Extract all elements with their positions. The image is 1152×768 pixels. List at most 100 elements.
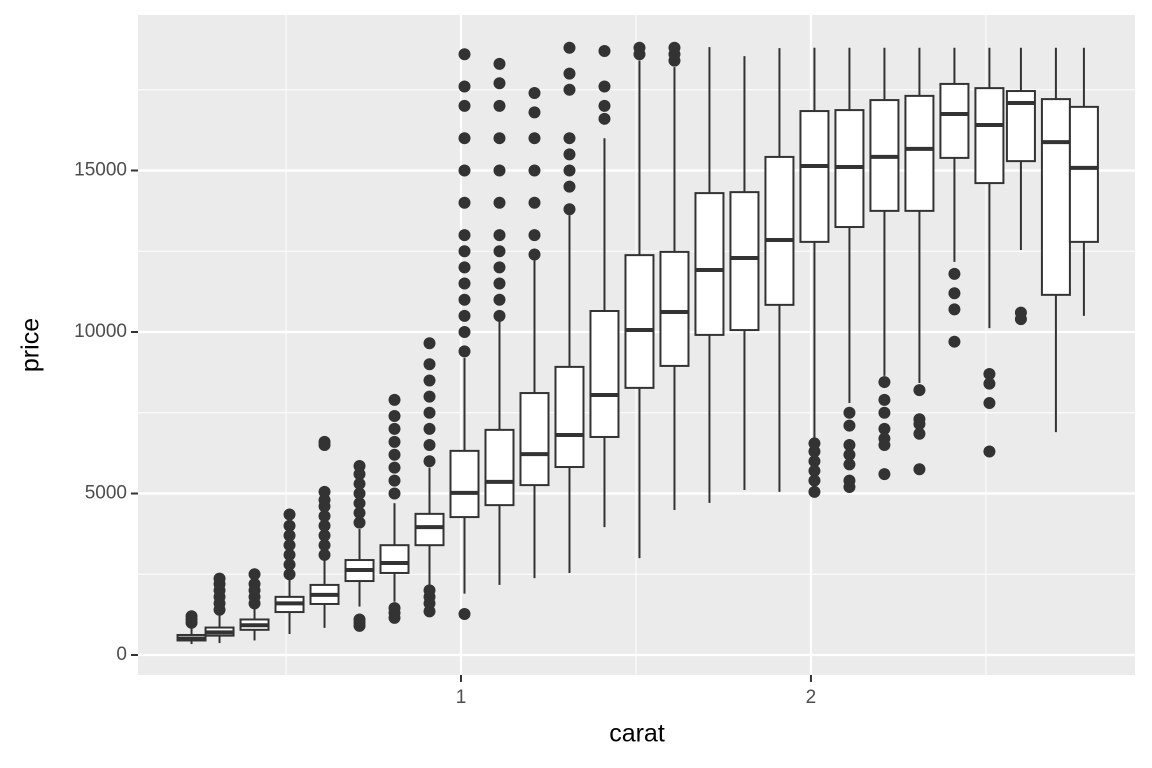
outlier — [563, 164, 576, 177]
outlier — [423, 390, 436, 403]
outlier — [563, 180, 576, 193]
box — [974, 87, 1005, 185]
outlier — [878, 432, 891, 445]
outlier — [283, 529, 296, 542]
outlier — [388, 487, 401, 500]
box — [799, 110, 830, 243]
outlier — [598, 80, 611, 93]
outlier — [843, 419, 856, 432]
x-axis-title: carat — [609, 720, 665, 748]
outlier — [248, 577, 261, 590]
x-tick-label: 2 — [806, 687, 817, 708]
outlier — [423, 374, 436, 387]
outlier — [458, 99, 471, 112]
outlier — [563, 148, 576, 161]
outlier — [493, 77, 506, 90]
outlier — [283, 539, 296, 552]
outlier — [878, 422, 891, 435]
outlier — [283, 558, 296, 571]
outlier — [388, 409, 401, 422]
outlier — [213, 572, 226, 585]
box — [379, 544, 410, 574]
outlier — [948, 287, 961, 300]
outlier — [185, 610, 198, 623]
outlier — [563, 83, 576, 96]
x-tick-label: 1 — [456, 687, 467, 708]
y-axis-title: price — [17, 318, 45, 372]
outlier — [423, 358, 436, 371]
outlier — [283, 508, 296, 521]
y-tick-label: 10000 — [74, 321, 127, 342]
outlier — [493, 277, 506, 290]
outlier — [458, 345, 471, 358]
outlier — [528, 86, 541, 99]
outlier — [843, 474, 856, 487]
outlier — [493, 309, 506, 322]
outlier — [913, 413, 926, 426]
outlier — [493, 229, 506, 242]
outlier — [493, 196, 506, 209]
outlier — [843, 458, 856, 471]
outlier — [318, 435, 331, 448]
outlier — [878, 406, 891, 419]
outlier — [388, 393, 401, 406]
outlier — [528, 196, 541, 209]
outlier — [948, 303, 961, 316]
outlier — [458, 261, 471, 274]
y-tick-label: 15000 — [74, 160, 127, 181]
outlier — [983, 377, 996, 390]
outlier — [563, 203, 576, 216]
outlier — [878, 468, 891, 481]
outlier — [388, 602, 401, 615]
outlier — [633, 41, 646, 54]
outlier — [458, 245, 471, 258]
outlier — [913, 463, 926, 476]
outlier — [353, 487, 366, 500]
outlier — [668, 41, 681, 54]
outlier — [493, 57, 506, 70]
outlier — [948, 335, 961, 348]
outlier — [388, 461, 401, 474]
outlier — [808, 437, 821, 450]
outlier — [353, 516, 366, 529]
outlier — [528, 229, 541, 242]
outlier — [353, 613, 366, 626]
outlier — [528, 248, 541, 261]
outlier — [423, 584, 436, 597]
outlier — [983, 445, 996, 458]
outlier — [318, 539, 331, 552]
outlier — [458, 229, 471, 242]
outlier — [493, 293, 506, 306]
outlier — [318, 485, 331, 498]
outlier — [353, 460, 366, 473]
outlier — [458, 164, 471, 177]
outlier — [913, 384, 926, 397]
box — [624, 254, 655, 389]
box — [904, 94, 935, 212]
outlier — [878, 393, 891, 406]
outlier — [458, 325, 471, 338]
outlier — [353, 497, 366, 510]
outlier — [493, 99, 506, 112]
outlier — [493, 132, 506, 145]
outlier — [423, 422, 436, 435]
box — [484, 428, 515, 507]
outlier — [318, 510, 331, 523]
outlier — [983, 367, 996, 380]
box — [414, 512, 445, 547]
outlier — [808, 455, 821, 468]
outlier — [318, 519, 331, 532]
outlier — [563, 67, 576, 80]
outlier — [458, 607, 471, 620]
outlier — [878, 376, 891, 389]
box — [519, 392, 550, 487]
outlier — [388, 474, 401, 487]
box — [1068, 105, 1099, 243]
outlier — [843, 406, 856, 419]
outlier — [598, 112, 611, 125]
outlier — [458, 309, 471, 322]
outlier — [598, 44, 611, 57]
outlier — [458, 80, 471, 93]
box — [694, 192, 725, 336]
